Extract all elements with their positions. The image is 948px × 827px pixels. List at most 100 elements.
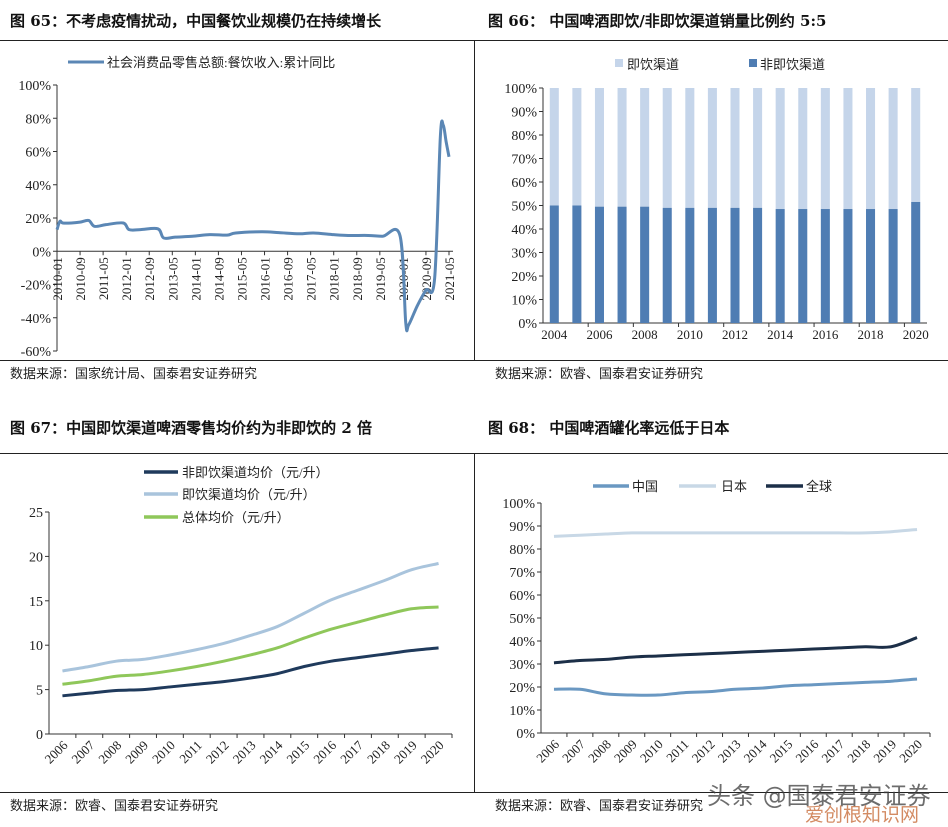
y-tick-label: 10% bbox=[511, 294, 537, 309]
x-tick-label: 2020 bbox=[896, 737, 925, 766]
bar-on-premise bbox=[617, 88, 627, 207]
bar-off-premise bbox=[572, 205, 582, 323]
x-tick-label: 2015 bbox=[766, 737, 795, 766]
x-tick-label: 2011 bbox=[663, 737, 692, 766]
y-tick-label: 50% bbox=[511, 200, 537, 215]
x-tick-label: 2007 bbox=[559, 736, 588, 765]
x-tick-label: 2017-05 bbox=[304, 257, 319, 300]
y-tick-label: -20% bbox=[21, 279, 52, 294]
legend-label: 即饮渠道 bbox=[627, 57, 679, 72]
series-line bbox=[62, 646, 439, 698]
y-tick-label: 15 bbox=[29, 595, 43, 610]
x-tick-label: 2007 bbox=[68, 737, 97, 766]
y-tick-label: 0% bbox=[516, 727, 535, 742]
y-tick-label: 100% bbox=[502, 497, 535, 512]
x-tick-label: 2014 bbox=[741, 736, 770, 765]
y-tick-label: 90% bbox=[511, 106, 537, 121]
legend-label: 日本 bbox=[721, 479, 747, 494]
y-tick-label: 60% bbox=[25, 146, 51, 161]
x-tick-label: 2004 bbox=[541, 327, 568, 342]
x-tick-label: 2012 bbox=[203, 738, 232, 767]
y-tick-label: 0% bbox=[518, 317, 537, 332]
bar-off-premise bbox=[685, 207, 695, 323]
y-tick-label: 70% bbox=[509, 566, 535, 581]
y-tick-label: 80% bbox=[25, 112, 51, 127]
y-tick-label: 20% bbox=[511, 270, 537, 285]
x-tick-label: 2016 bbox=[310, 737, 339, 766]
figure-68-title: 图 68： 中国啤酒罐化率远低于日本 bbox=[488, 419, 730, 437]
figure-67-source: 数据来源：欧睿、国泰君安证券研究 bbox=[10, 799, 219, 814]
figure-68-source: 数据来源：欧睿、国泰君安证券研究 bbox=[495, 799, 704, 814]
x-tick-label: 2020-09 bbox=[419, 257, 434, 300]
bar-off-premise bbox=[594, 206, 604, 323]
bar-off-premise bbox=[753, 207, 763, 323]
bar-on-premise bbox=[662, 88, 672, 208]
series-line bbox=[55, 119, 451, 333]
y-tick-label: 20% bbox=[509, 681, 535, 696]
series-line bbox=[62, 605, 439, 686]
bar-off-premise bbox=[549, 205, 559, 323]
bar-on-premise bbox=[843, 88, 853, 210]
legend-label: 社会消费品零售总额:餐饮收入:累计同比 bbox=[107, 55, 335, 70]
x-tick-label: 2014 bbox=[767, 327, 794, 342]
x-tick-label: 2016 bbox=[792, 736, 821, 765]
bar-off-premise bbox=[730, 207, 740, 323]
bar-off-premise bbox=[843, 209, 853, 323]
bar-on-premise bbox=[594, 88, 604, 207]
y-tick-label: 25 bbox=[29, 506, 43, 521]
x-tick-label: 2020 bbox=[418, 738, 447, 767]
y-tick-label: 30% bbox=[509, 658, 535, 673]
legend-label: 中国 bbox=[632, 479, 658, 494]
bar-off-premise bbox=[640, 206, 650, 323]
figure-65-title: 图 65：不考虑疫情扰动，中国餐饮业规模仍在持续增长 bbox=[10, 12, 382, 30]
y-tick-label: 60% bbox=[511, 176, 537, 191]
series-line bbox=[553, 677, 918, 697]
y-tick-label: 100% bbox=[18, 79, 51, 94]
legend-swatch bbox=[749, 59, 757, 67]
x-tick-label: 2013 bbox=[230, 738, 259, 767]
x-tick-label: 2014-09 bbox=[211, 257, 226, 300]
legend-label: 全球 bbox=[806, 479, 832, 494]
series-line bbox=[553, 636, 918, 665]
bar-on-premise bbox=[640, 88, 650, 207]
bar-off-premise bbox=[866, 209, 876, 323]
x-tick-label: 2017 bbox=[818, 736, 847, 765]
x-tick-label: 2016 bbox=[812, 327, 839, 342]
bar-on-premise bbox=[798, 88, 808, 210]
y-tick-label: 40% bbox=[511, 223, 537, 238]
bar-on-premise bbox=[753, 88, 763, 208]
y-tick-label: 0 bbox=[36, 728, 43, 743]
x-tick-label: 2018-09 bbox=[350, 257, 365, 300]
legend-swatch bbox=[615, 59, 623, 67]
x-tick-label: 2016-01 bbox=[258, 257, 273, 300]
x-tick-label: 2019 bbox=[391, 738, 420, 767]
y-tick-label: 40% bbox=[509, 635, 535, 650]
bar-off-premise bbox=[798, 209, 808, 323]
x-tick-label: 2006 bbox=[533, 736, 562, 765]
x-tick-label: 2013 bbox=[715, 737, 744, 766]
x-tick-label: 2015 bbox=[283, 738, 312, 767]
chart-67: 2520151050200620072008200920102011201220… bbox=[29, 465, 453, 767]
x-tick-label: 2010-01 bbox=[50, 257, 65, 300]
y-tick-label: 80% bbox=[511, 129, 537, 144]
x-tick-label: 2010-09 bbox=[73, 257, 88, 300]
y-tick-label: 10 bbox=[29, 639, 43, 654]
bar-off-premise bbox=[820, 209, 830, 323]
x-tick-label: 2017 bbox=[337, 737, 366, 766]
bar-on-premise bbox=[888, 88, 898, 210]
x-tick-label: 2008 bbox=[585, 737, 614, 766]
bar-off-premise bbox=[617, 206, 627, 323]
panel-frames bbox=[0, 40, 948, 793]
bar-on-premise bbox=[775, 88, 785, 210]
x-tick-label: 2021-05 bbox=[442, 257, 457, 300]
bar-on-premise bbox=[572, 88, 582, 206]
x-tick-label: 2011-05 bbox=[96, 257, 111, 300]
y-tick-label: 80% bbox=[509, 543, 535, 558]
x-tick-label: 2014 bbox=[256, 737, 285, 766]
x-tick-label: 2020 bbox=[903, 327, 929, 342]
x-tick-label: 2012-09 bbox=[142, 257, 157, 300]
chart-65: 100% 80% 60% 40% 20% 0% -20% -40% -60% 2010-01 201… bbox=[18, 55, 457, 360]
x-tick-label: 2015-05 bbox=[234, 257, 249, 300]
x-tick-label: 2009 bbox=[122, 738, 151, 767]
chart-66: 100% 90% 80% 70% 60% 50% 40% 30% 20% 10% 0% 2004 200… bbox=[504, 57, 928, 342]
